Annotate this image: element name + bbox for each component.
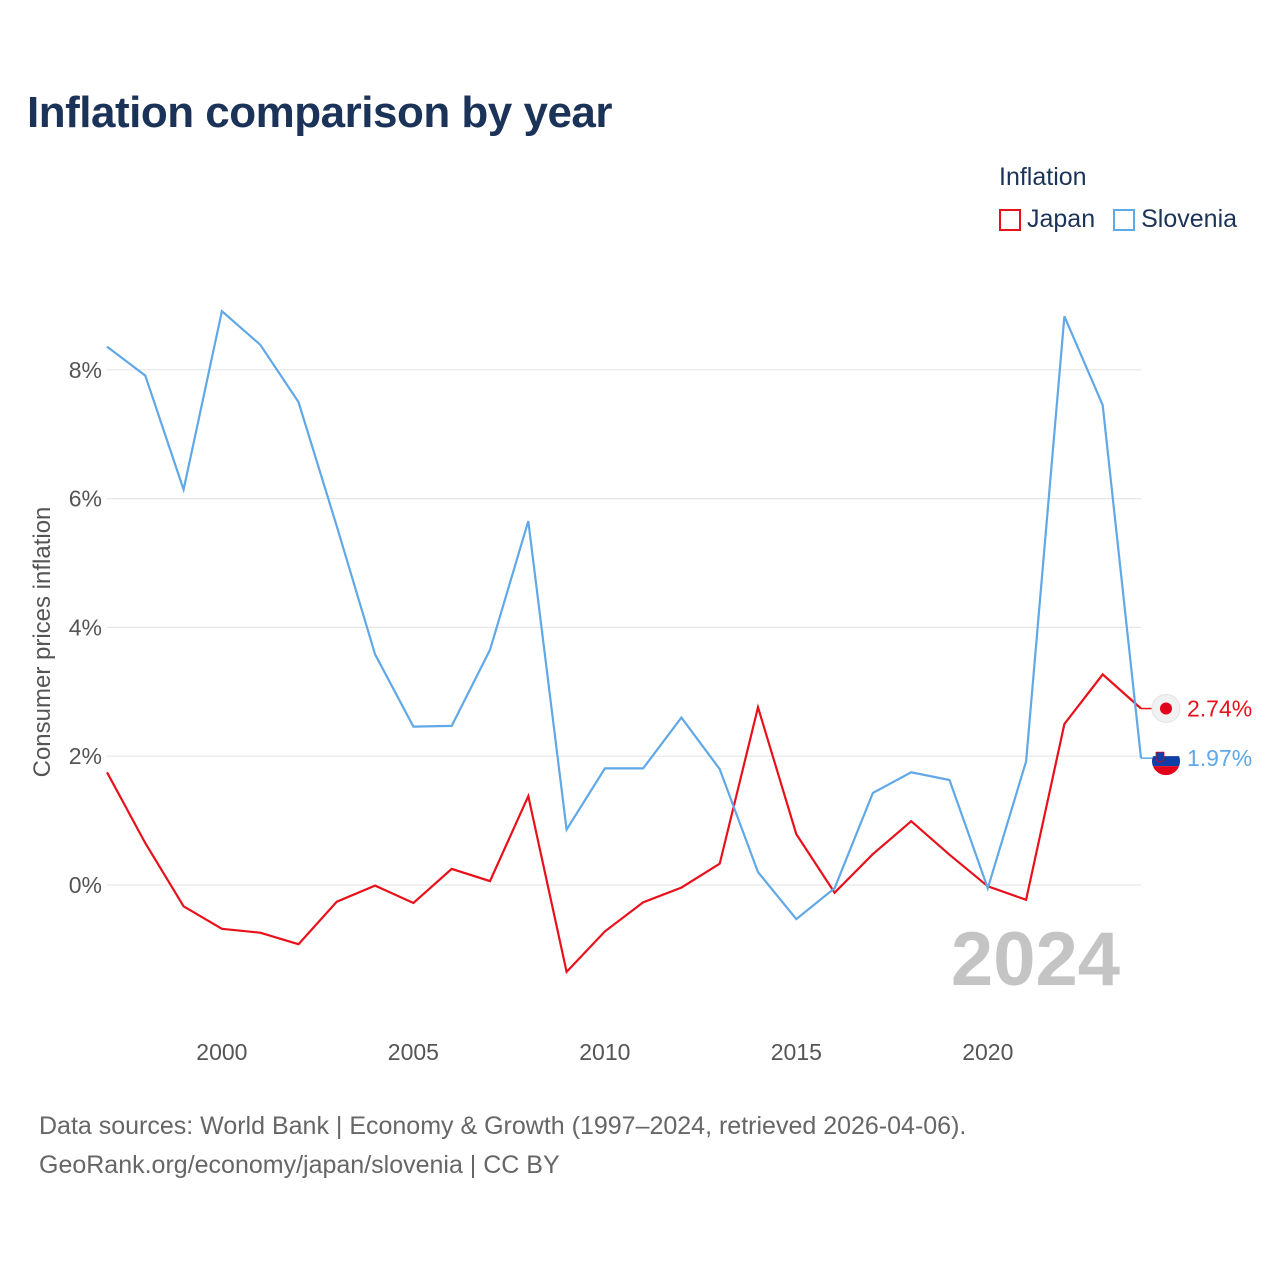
data-point-japan — [373, 884, 377, 888]
data-point-slovenia — [1101, 403, 1105, 407]
y-tick-label: 2% — [69, 743, 102, 769]
end-label-japan: 2.74% — [1187, 696, 1252, 722]
data-point-slovenia — [948, 778, 952, 782]
y-tick-label: 4% — [69, 614, 102, 640]
data-point-japan — [948, 853, 952, 857]
data-point-slovenia — [565, 828, 569, 832]
data-point-japan — [833, 891, 837, 895]
x-tick-label: 2020 — [962, 1039, 1013, 1065]
data-point-slovenia — [220, 309, 224, 313]
data-point-japan — [526, 794, 530, 798]
data-point-slovenia — [641, 766, 645, 770]
x-axis-ticks: 2000 2005 2010 2015 2020 — [196, 1039, 1013, 1065]
grid-lines — [107, 369, 1141, 886]
data-point-slovenia — [1062, 314, 1066, 318]
slovenia-flag-icon — [1152, 747, 1180, 776]
legend-swatch-slovenia — [1113, 208, 1136, 231]
x-tick-label: 2005 — [388, 1039, 439, 1065]
data-point-japan — [220, 927, 224, 931]
series-line-slovenia — [106, 309, 1143, 921]
page-title: Inflation comparison by year — [27, 88, 613, 137]
data-point-japan — [679, 886, 683, 890]
data-point-slovenia — [182, 488, 186, 492]
data-point-slovenia — [833, 886, 837, 890]
data-point-slovenia — [143, 374, 147, 378]
year-watermark: 2024 — [951, 917, 1120, 1002]
data-point-japan — [105, 770, 109, 774]
data-point-slovenia — [335, 524, 339, 528]
series-lines — [105, 309, 1143, 975]
y-tick-label: 8% — [69, 357, 102, 383]
y-tick-label: 0% — [69, 872, 102, 898]
data-point-japan — [1024, 898, 1028, 902]
data-point-slovenia — [296, 400, 300, 404]
y-tick-label: 6% — [69, 486, 102, 512]
x-tick-label: 2015 — [771, 1039, 822, 1065]
footer-attribution[interactable]: GeoRank.org/economy/japan/slovenia | CC … — [39, 1151, 560, 1179]
legend-label-japan: Japan — [1027, 205, 1096, 233]
data-point-japan — [1062, 722, 1066, 726]
data-point-japan — [335, 900, 339, 904]
data-point-slovenia — [756, 870, 760, 874]
data-point-slovenia — [450, 724, 454, 728]
legend-label-slovenia: Slovenia — [1141, 205, 1238, 233]
data-point-japan — [718, 862, 722, 866]
legend-swatch-japan — [999, 208, 1021, 231]
data-point-japan — [603, 929, 607, 933]
data-point-japan — [182, 904, 186, 908]
x-tick-label: 2010 — [579, 1039, 630, 1065]
footer-source: Data sources: World Bank | Economy & Gro… — [39, 1112, 967, 1140]
y-axis-ticks: 0% 2% 4% 6% 8% — [69, 357, 102, 898]
data-point-slovenia — [871, 791, 875, 795]
end-labels: 2.74% 1.97% — [1141, 694, 1252, 776]
data-point-japan — [488, 879, 492, 883]
data-point-japan — [450, 867, 454, 871]
data-point-slovenia — [718, 767, 722, 771]
data-point-japan — [756, 705, 760, 709]
data-point-slovenia — [105, 345, 109, 349]
data-point-slovenia — [373, 652, 377, 656]
data-point-slovenia — [909, 770, 913, 774]
series-points-slovenia — [105, 309, 1143, 921]
data-point-slovenia — [986, 886, 990, 890]
data-point-slovenia — [258, 343, 262, 347]
legend: Japan Slovenia — [999, 205, 1255, 234]
data-point-japan — [1101, 672, 1105, 676]
data-point-japan — [258, 931, 262, 935]
legend-title: Inflation — [999, 163, 1087, 191]
data-point-japan — [909, 819, 913, 823]
footer: Data sources: World Bank | Economy & Gro… — [39, 1107, 966, 1185]
series-line-japan — [106, 672, 1142, 975]
data-point-japan — [411, 901, 415, 905]
data-point-japan — [565, 970, 569, 974]
legend-item-slovenia[interactable]: Slovenia — [1113, 205, 1237, 234]
data-point-slovenia — [1024, 759, 1028, 763]
data-point-slovenia — [679, 716, 683, 720]
x-tick-label: 2000 — [196, 1039, 247, 1065]
data-point-japan — [296, 942, 300, 946]
data-point-slovenia — [488, 648, 492, 652]
data-point-slovenia — [603, 766, 607, 770]
data-point-slovenia — [794, 917, 798, 921]
y-axis-label: Consumer prices inflation — [29, 507, 56, 778]
data-point-japan — [143, 841, 147, 845]
end-label-slovenia: 1.97% — [1187, 745, 1252, 771]
data-point-slovenia — [411, 725, 415, 729]
data-point-slovenia — [526, 519, 530, 523]
data-point-japan — [871, 852, 875, 856]
legend-item-japan[interactable]: Japan — [999, 205, 1095, 234]
data-point-japan — [641, 900, 645, 904]
data-point-japan — [794, 832, 798, 836]
japan-flag-icon — [1151, 694, 1181, 724]
